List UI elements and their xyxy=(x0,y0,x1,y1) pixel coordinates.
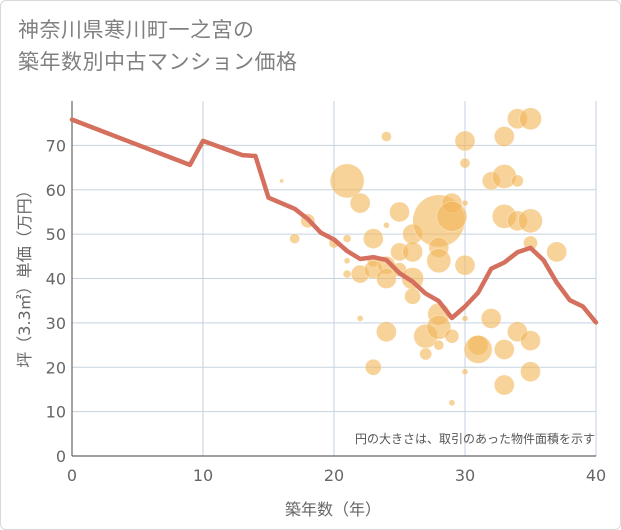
bubble-point-36 xyxy=(436,201,468,232)
bubble-point-37 xyxy=(444,328,460,344)
bubble-point-5 xyxy=(342,234,352,243)
bubble-point-61 xyxy=(520,330,541,351)
bubble-point-52 xyxy=(493,339,515,360)
bubble-point-6 xyxy=(343,257,351,265)
y-tick-label-70: 70 xyxy=(46,136,66,155)
y-tick-label-50: 50 xyxy=(46,225,66,244)
bubble-point-59 xyxy=(518,208,543,234)
bubble-point-10 xyxy=(356,315,364,322)
y-tick-label-20: 20 xyxy=(46,358,66,377)
axes xyxy=(71,101,596,457)
average-line-series xyxy=(69,117,599,325)
chart-title-line-2: 築年数別中古マンション価格 xyxy=(18,50,298,74)
bubble-point-11 xyxy=(362,228,384,249)
bubble-point-44 xyxy=(461,368,469,375)
x-tick-label-30: 30 xyxy=(455,466,475,485)
bubble-point-20 xyxy=(389,201,410,223)
bubble-point-15 xyxy=(381,131,392,142)
bubble-point-31 xyxy=(426,248,452,274)
y-tick-label-40: 40 xyxy=(46,270,66,289)
bubble-point-26 xyxy=(404,287,421,305)
tick-labels: 0 10 20 30 40 50 60 70 0 10 20 30 40 xyxy=(46,136,607,485)
bubble-point-49 xyxy=(493,126,515,147)
grid xyxy=(72,101,597,456)
bubble-point-46 xyxy=(463,335,493,364)
bubble-point-62 xyxy=(520,361,541,382)
bubble-point-53 xyxy=(493,374,515,396)
chart-title: 神奈川県寒川町一之宮の 築年数別中古マンション価格 xyxy=(18,14,578,78)
bubble-point-41 xyxy=(461,199,469,207)
bubble-point-34 xyxy=(433,339,445,351)
x-tick-label-0: 0 xyxy=(67,466,77,485)
bubble-point-58 xyxy=(519,107,542,131)
y-tick-label-0: 0 xyxy=(56,447,66,466)
y-axis-label: 坪（3.3㎡）単価（万円） xyxy=(15,182,34,367)
y-tick-label-10: 10 xyxy=(46,403,66,422)
bubble-point-63 xyxy=(546,241,568,263)
x-tick-label-20: 20 xyxy=(324,466,344,485)
bubble-point-38 xyxy=(448,399,456,407)
chart-title-line-1: 神奈川県寒川町一之宮の xyxy=(18,18,255,42)
bubble-point-14 xyxy=(364,358,382,376)
bubble-point-7 xyxy=(342,269,352,279)
bubble-point-8 xyxy=(349,192,371,214)
y-tick-label-60: 60 xyxy=(46,181,66,200)
bubble-point-48 xyxy=(480,308,502,329)
bubble-point-43 xyxy=(461,315,469,322)
bubble-point-55 xyxy=(511,174,524,188)
bubble-point-24 xyxy=(402,241,423,263)
x-tick-label-40: 40 xyxy=(586,466,606,485)
average-line xyxy=(69,117,599,325)
bubble-point-28 xyxy=(419,347,433,361)
bubble-point-18 xyxy=(376,268,397,289)
bubble-point-16 xyxy=(383,221,390,229)
bubble-point-33 xyxy=(426,315,452,340)
bubble-point-0 xyxy=(279,178,284,184)
bubble-point-39 xyxy=(454,130,476,152)
annotation-text: 円の大きさは、取引のあった物件面積を示す xyxy=(355,431,595,446)
bubble-point-1 xyxy=(289,233,301,244)
x-axis-label: 築年数（年） xyxy=(285,500,381,519)
bubble-point-19 xyxy=(376,321,397,343)
bubble-point-42 xyxy=(454,254,476,276)
bubble-series xyxy=(279,107,568,407)
y-tick-label-30: 30 xyxy=(46,314,66,333)
x-tick-label-10: 10 xyxy=(193,466,213,485)
bubble-point-40 xyxy=(459,157,471,169)
bubble-point-4 xyxy=(329,163,365,199)
